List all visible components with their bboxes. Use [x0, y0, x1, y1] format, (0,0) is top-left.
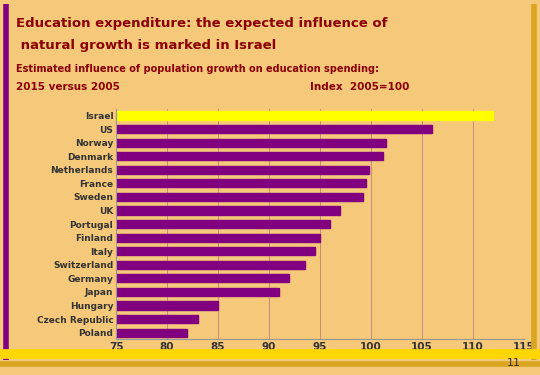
Bar [116, 302, 218, 309]
Bar [116, 247, 315, 255]
Bar [116, 206, 340, 214]
Bar [116, 261, 305, 269]
Bar [116, 315, 198, 323]
Text: Estimated influence of population growth on education spending:: Estimated influence of population growth… [16, 64, 379, 74]
Text: Education expenditure: the expected influence of: Education expenditure: the expected infl… [16, 17, 388, 30]
Bar [116, 179, 366, 188]
Bar [116, 166, 369, 174]
Bar [116, 288, 279, 296]
Bar [116, 125, 432, 133]
Bar [116, 220, 330, 228]
Bar [116, 328, 187, 337]
Bar [116, 111, 493, 120]
Text: 2015 versus 2005: 2015 versus 2005 [16, 82, 120, 93]
Bar [116, 139, 386, 147]
Text: natural growth is marked in Israel: natural growth is marked in Israel [16, 39, 276, 53]
Bar [116, 193, 363, 201]
Text: 11: 11 [507, 358, 521, 368]
Bar [116, 152, 383, 160]
Bar [116, 274, 289, 282]
Bar [116, 234, 320, 242]
Text: Index  2005=100: Index 2005=100 [310, 82, 410, 93]
